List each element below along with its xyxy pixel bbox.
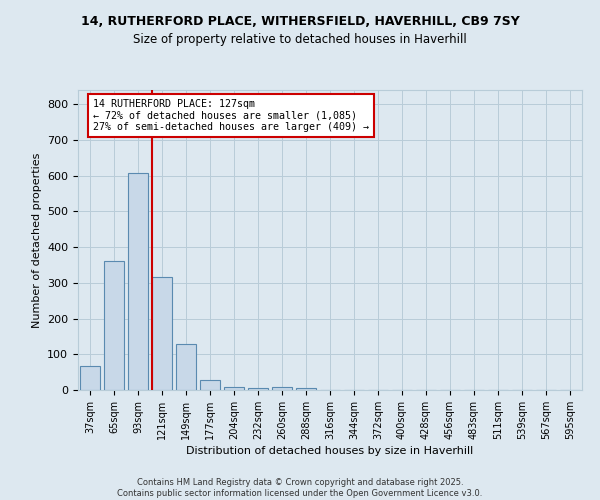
Bar <box>152 277 172 390</box>
Bar <box>224 387 244 390</box>
Text: Size of property relative to detached houses in Haverhill: Size of property relative to detached ho… <box>133 32 467 46</box>
Bar <box>128 173 148 390</box>
Bar <box>104 262 124 390</box>
X-axis label: Distribution of detached houses by size in Haverhill: Distribution of detached houses by size … <box>187 446 473 456</box>
Text: 14, RUTHERFORD PLACE, WITHERSFIELD, HAVERHILL, CB9 7SY: 14, RUTHERFORD PLACE, WITHERSFIELD, HAVE… <box>80 15 520 28</box>
Text: Contains HM Land Registry data © Crown copyright and database right 2025.
Contai: Contains HM Land Registry data © Crown c… <box>118 478 482 498</box>
Text: 14 RUTHERFORD PLACE: 127sqm
← 72% of detached houses are smaller (1,085)
27% of : 14 RUTHERFORD PLACE: 127sqm ← 72% of det… <box>93 99 369 132</box>
Bar <box>272 387 292 390</box>
Bar <box>296 388 316 390</box>
Bar <box>176 344 196 390</box>
Bar <box>248 388 268 390</box>
Bar <box>80 366 100 390</box>
Bar <box>200 380 220 390</box>
Y-axis label: Number of detached properties: Number of detached properties <box>32 152 41 328</box>
